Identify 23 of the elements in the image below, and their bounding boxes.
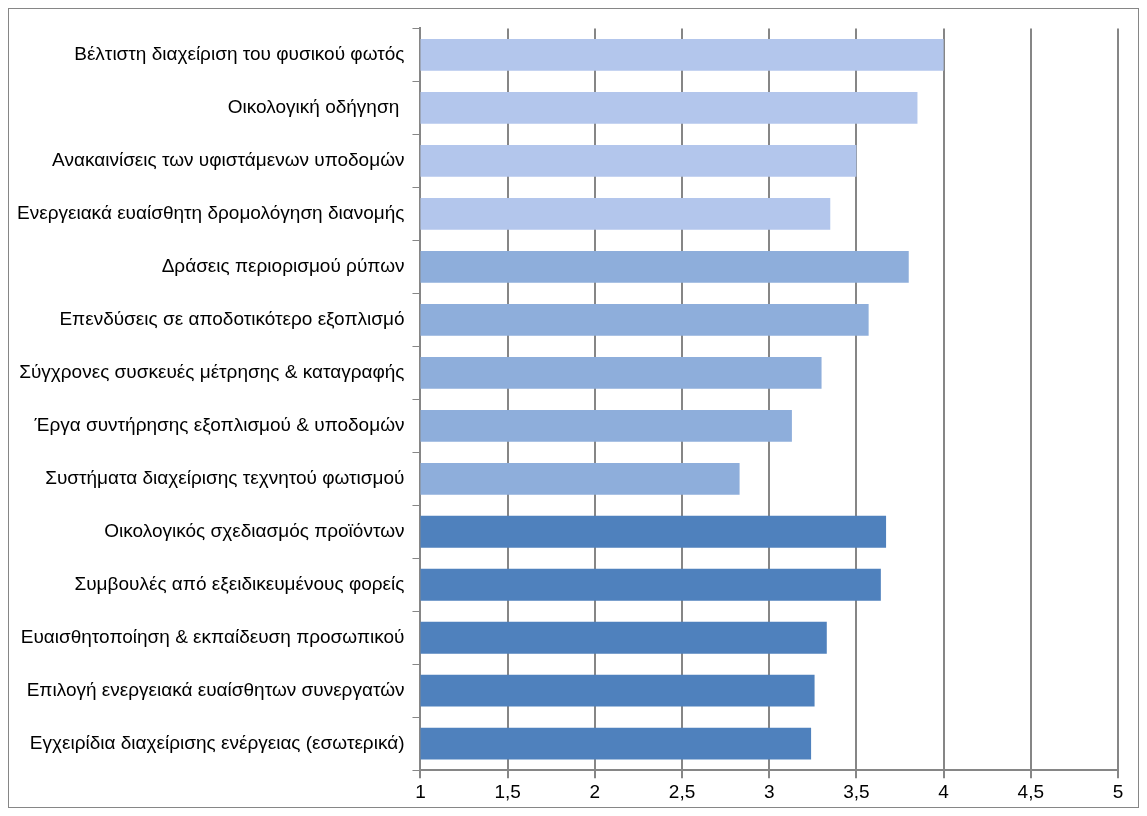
x-tick-label: 5: [1112, 780, 1124, 802]
y-tick-label: Βέλτιστη διαχείριση του φυσικού φωτός: [74, 43, 405, 65]
y-tick-label: Επενδύσεις σε αποδοτικότερο εξοπλισμό: [59, 308, 405, 330]
x-tick-label: 4,5: [1017, 780, 1045, 802]
x-tick-label: 1,5: [494, 780, 521, 802]
y-tick-label: Συμβουλές από εξειδικευμένους φορείς: [74, 572, 405, 594]
y-tick-label: Έργα συντήρησης εξοπλισμού & υποδομών: [33, 414, 405, 436]
y-tick-label: Οικολογική οδήγηση: [227, 96, 405, 118]
x-tick-label: 1: [415, 780, 426, 802]
y-tick-label: Εγχειρίδια διαχείρισης ενέργειας (εσωτερικά): [29, 731, 405, 753]
y-tick-label: Επιλογή ενεργειακά ευαίσθητων συνεργατών: [26, 678, 405, 700]
y-tick-label: Σύγχρονες συσκευές μέτρησης & καταγραφής: [19, 361, 405, 383]
y-tick-label: Οικολογικός σχεδιασμός προϊόντων: [104, 520, 405, 541]
y-tick-label: Ενεργειακά ευαίσθητη δρομολόγηση διανομής: [16, 202, 405, 224]
y-tick-label: Ανακαινίσεις των υφιστάμενων υποδομών: [52, 149, 405, 171]
y-tick-label: Συστήματα διαχείρισης τεχνητού φωτισμού: [45, 467, 405, 489]
x-tick-label: 4: [938, 780, 950, 802]
x-tick-label: 2: [589, 780, 601, 802]
x-tick-label: 3,5: [843, 780, 870, 802]
x-tick-label: 2,5: [668, 780, 696, 802]
y-tick-label: Δράσεις περιορισμού ρύπων: [161, 255, 405, 277]
y-tick-label: Ευαισθητοποίηση & εκπαίδευση προσωπικού: [20, 625, 405, 647]
x-tick-label: 3: [763, 780, 775, 802]
